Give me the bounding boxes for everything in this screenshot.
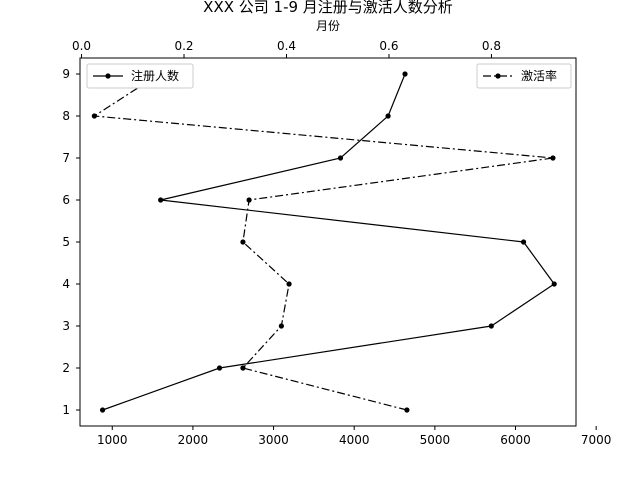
series-line-registrations xyxy=(102,73,556,411)
bottom-tick-label: 2000 xyxy=(178,433,209,447)
bottom-tick-label: 7000 xyxy=(581,433,612,447)
data-point xyxy=(402,71,408,77)
legend-label: 激活率 xyxy=(521,68,557,83)
data-point xyxy=(246,197,252,203)
bottom-tick-label: 6000 xyxy=(500,433,531,447)
bottom-tick-label: 5000 xyxy=(420,433,451,447)
data-point xyxy=(404,407,410,413)
left-tick-label: 8 xyxy=(62,109,70,123)
top-axis-label: 月份 xyxy=(316,19,340,33)
left-tick-label: 4 xyxy=(62,277,70,291)
data-point xyxy=(286,281,292,287)
data-point xyxy=(385,113,391,119)
bottom-tick-label: 1000 xyxy=(97,433,128,447)
left-axis: 1 2 3 4 5 6 7 8 9 xyxy=(62,67,80,417)
left-tick-label: 3 xyxy=(62,319,70,333)
top-tick-label: 0.8 xyxy=(482,39,501,53)
legend-marker xyxy=(105,73,111,79)
legend-label: 注册人数 xyxy=(131,68,179,83)
legend-box xyxy=(476,63,572,89)
data-point xyxy=(550,155,556,161)
left-tick-label: 6 xyxy=(62,193,70,207)
data-point xyxy=(488,323,494,329)
left-tick-label: 9 xyxy=(62,67,70,81)
bottom-axis: 1000 2000 3000 4000 5000 6000 7000 xyxy=(97,426,611,447)
bottom-tick-label: 3000 xyxy=(258,433,289,447)
legend-box xyxy=(86,63,194,89)
bottom-tick-label: 4000 xyxy=(339,433,370,447)
data-point xyxy=(99,407,106,413)
legend-registrations: 注册人数 xyxy=(86,63,194,89)
data-point xyxy=(240,365,246,371)
data-point xyxy=(520,239,527,245)
left-tick-label: 7 xyxy=(62,151,70,165)
data-point xyxy=(278,323,284,329)
data-point xyxy=(337,155,344,161)
left-tick-label: 2 xyxy=(62,361,70,375)
top-tick-label: 0.0 xyxy=(72,39,91,53)
top-axis: 0.0 0.2 0.4 0.6 0.8 xyxy=(72,39,501,58)
data-point xyxy=(91,113,97,119)
top-tick-label: 0.4 xyxy=(277,39,296,53)
series-layer xyxy=(91,71,557,413)
top-tick-label: 0.2 xyxy=(174,39,193,53)
data-point xyxy=(158,197,164,203)
left-tick-label: 5 xyxy=(62,235,70,249)
top-tick-label: 0.6 xyxy=(379,39,398,53)
left-tick-label: 1 xyxy=(62,403,70,417)
data-point xyxy=(216,365,223,371)
legend-activation-rate: 激活率 xyxy=(476,63,572,89)
legend-marker xyxy=(495,73,501,79)
series-line-activation-rate xyxy=(92,73,554,411)
plot-frame xyxy=(79,57,577,427)
chart-title: XXX 公司 1-9 月注册与激活人数分析 xyxy=(203,0,453,16)
data-point xyxy=(240,239,246,245)
data-point xyxy=(551,281,557,287)
